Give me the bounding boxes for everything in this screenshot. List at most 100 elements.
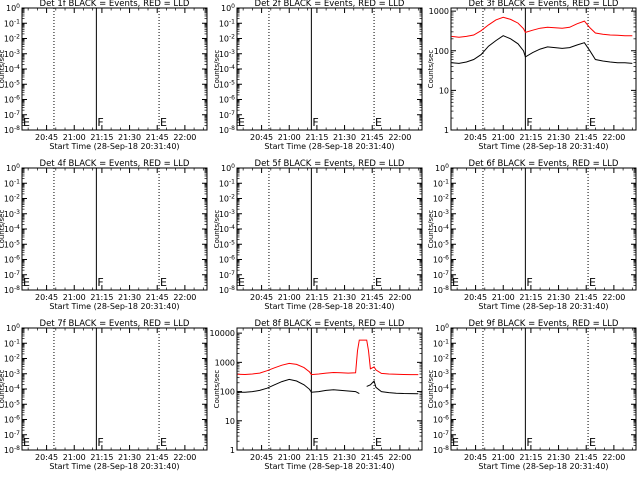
marker-label: E (375, 116, 382, 129)
y-tick-label: 10-2 (433, 354, 449, 364)
x-tick-label: 22:00 (173, 453, 196, 462)
x-tick-label: 21:45 (146, 293, 169, 302)
panel-title: Det 1f BLACK = Events, RED = LLD (40, 0, 190, 9)
y-tick-label: 100 (6, 323, 20, 333)
x-tick-label: 20:45 (35, 293, 58, 302)
panel-title: Det 2f BLACK = Events, RED = LLD (255, 0, 405, 9)
y-tick-label: 10-3 (4, 49, 20, 59)
x-tick-label: 21:30 (118, 133, 141, 142)
y-tick-label: 10-1 (433, 338, 449, 348)
series-line-red (451, 16, 633, 38)
x-tick-label: 22:00 (388, 133, 411, 142)
y-tick-label: 10-4 (4, 64, 20, 74)
y-axis-label: Counts/sec (427, 370, 435, 409)
y-tick-label: 10-5 (219, 239, 235, 249)
x-tick-label: 21:45 (146, 133, 169, 142)
x-axis-label: Start Time (28-Sep-18 20:31:40) (478, 302, 608, 311)
y-tick-label: 10-8 (4, 285, 20, 295)
x-tick-label: 21:45 (575, 453, 598, 462)
y-axis-label: Counts/sec (213, 210, 221, 249)
y-tick-label: 10-5 (219, 79, 235, 89)
x-tick-label: 22:00 (388, 293, 411, 302)
y-tick-label: 100 (434, 47, 449, 56)
x-tick-label: 21:15 (90, 453, 113, 462)
series-line-black (451, 35, 633, 64)
marker-label: E (452, 436, 459, 449)
x-tick-label: 21:15 (90, 293, 113, 302)
x-tick-label: 20:45 (464, 293, 487, 302)
panel-title: Det 6f BLACK = Events, RED = LLD (469, 159, 619, 169)
x-tick-label: 20:45 (250, 453, 273, 462)
y-tick-label: 100 (435, 163, 449, 173)
x-tick-label: 21:00 (63, 293, 86, 302)
x-tick-label: 21:45 (361, 453, 384, 462)
y-tick-label: 10-7 (4, 110, 20, 120)
y-tick-label: 10-1 (4, 178, 20, 188)
x-tick-label: 21:30 (547, 133, 570, 142)
y-tick-label: 100 (6, 3, 20, 13)
y-tick-label: 10-3 (4, 209, 20, 219)
x-tick-label: 21:45 (361, 133, 384, 142)
y-tick-label: 10-4 (4, 384, 20, 394)
x-tick-label: 22:00 (173, 293, 196, 302)
y-tick-label: 10-4 (219, 224, 235, 234)
y-tick-label: 1 (230, 446, 235, 455)
y-tick-label: 10-3 (433, 209, 449, 219)
x-tick-label: 20:45 (250, 293, 273, 302)
y-tick-label: 100 (435, 323, 449, 333)
x-tick-label: 21:00 (492, 453, 515, 462)
y-tick-label: 10-5 (433, 239, 449, 249)
y-tick-label: 1000 (215, 358, 235, 367)
marker-label: E (375, 436, 382, 449)
y-tick-label: 10-6 (4, 415, 20, 425)
panel-det-5: Det 5f BLACK = Events, RED = LLD 100 10-1 1… (213, 159, 423, 311)
marker-label: E (589, 116, 596, 129)
y-tick-label: 10-3 (4, 369, 20, 379)
x-tick-label: 21:30 (333, 293, 356, 302)
y-axis-label: Counts/sec (213, 370, 221, 409)
y-tick-label: 10-8 (433, 445, 449, 455)
y-tick-label: 10-6 (4, 255, 20, 265)
y-tick-label: 10-4 (219, 64, 235, 74)
y-tick-label: 10-6 (4, 95, 20, 105)
x-tick-label: 21:30 (547, 293, 570, 302)
x-tick-label: 21:00 (278, 133, 301, 142)
y-tick-label: 10-1 (4, 18, 20, 28)
y-tick-label: 10-2 (219, 194, 235, 204)
x-axis-label: Start Time (28-Sep-18 20:31:40) (264, 462, 394, 471)
y-tick-label: 10-7 (4, 270, 20, 280)
y-tick-label: 100 (6, 163, 20, 173)
y-tick-label: 10-1 (4, 338, 20, 348)
y-tick-label: 10-7 (4, 430, 20, 440)
y-tick-label: 10-3 (219, 49, 235, 59)
x-tick-label: 22:00 (602, 453, 625, 462)
x-tick-label: 21:00 (278, 453, 301, 462)
x-axis-label: Start Time (28-Sep-18 20:31:40) (478, 142, 608, 151)
marker-label: E (238, 116, 245, 129)
x-tick-label: 21:30 (118, 293, 141, 302)
marker-label: F (97, 116, 103, 129)
marker-label: F (526, 116, 532, 129)
y-tick-label: 10 (225, 417, 235, 426)
x-tick-label: 21:15 (519, 453, 542, 462)
y-tick-label: 10-6 (219, 95, 235, 105)
panel-det-7: Det 7f BLACK = Events, RED = LLD 100 10-1 1… (0, 319, 208, 471)
y-tick-label: 10 (439, 86, 449, 95)
y-tick-label: 10-5 (4, 79, 20, 89)
x-tick-label: 21:45 (575, 293, 598, 302)
marker-label: E (160, 276, 167, 289)
x-axis-label: Start Time (28-Sep-18 20:31:40) (478, 462, 608, 471)
y-axis-label: Counts/sec (0, 50, 6, 89)
y-tick-label: 10-8 (4, 125, 20, 135)
panel-title: Det 7f BLACK = Events, RED = LLD (40, 319, 190, 329)
x-tick-label: 22:00 (602, 133, 625, 142)
marker-label: E (160, 116, 167, 129)
x-tick-label: 21:00 (63, 453, 86, 462)
marker-label: E (238, 276, 245, 289)
x-tick-label: 22:00 (388, 453, 411, 462)
x-tick-label: 21:30 (333, 453, 356, 462)
y-tick-label: 10-8 (4, 445, 20, 455)
x-tick-label: 21:00 (492, 293, 515, 302)
